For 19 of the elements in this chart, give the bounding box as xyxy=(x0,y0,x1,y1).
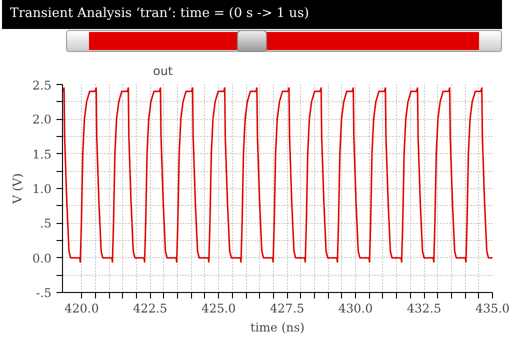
y-tick-label: -.5 xyxy=(36,286,52,300)
y-tick-label: 2.0 xyxy=(32,112,52,127)
series-label: out xyxy=(153,64,173,78)
x-tick-label: 432.5 xyxy=(406,302,442,316)
y-tick-label: 1.5 xyxy=(32,147,52,162)
line-series xyxy=(62,87,492,263)
y-axis-title: V (V) xyxy=(10,173,24,205)
x-axis-title: time (ns) xyxy=(250,320,305,334)
x-tick-label: 420.0 xyxy=(64,302,99,316)
y-tick-label: 2.5 xyxy=(32,78,52,92)
x-tick-label: 430.0 xyxy=(338,302,373,316)
x-tick-label: 427.5 xyxy=(270,302,304,316)
y-tick-label: .5 xyxy=(40,216,52,231)
y-tick-label: 1.0 xyxy=(32,182,52,196)
x-tick-label: 422.5 xyxy=(132,302,168,316)
chart-title: Transient Analysis ‘tran’: time = (0 s -> 1 us) xyxy=(2,0,502,29)
y-tick-label: 0.0 xyxy=(32,251,52,266)
x-tick-label: 435.0 xyxy=(475,302,510,316)
x-tick-label: 425.0 xyxy=(201,302,236,316)
